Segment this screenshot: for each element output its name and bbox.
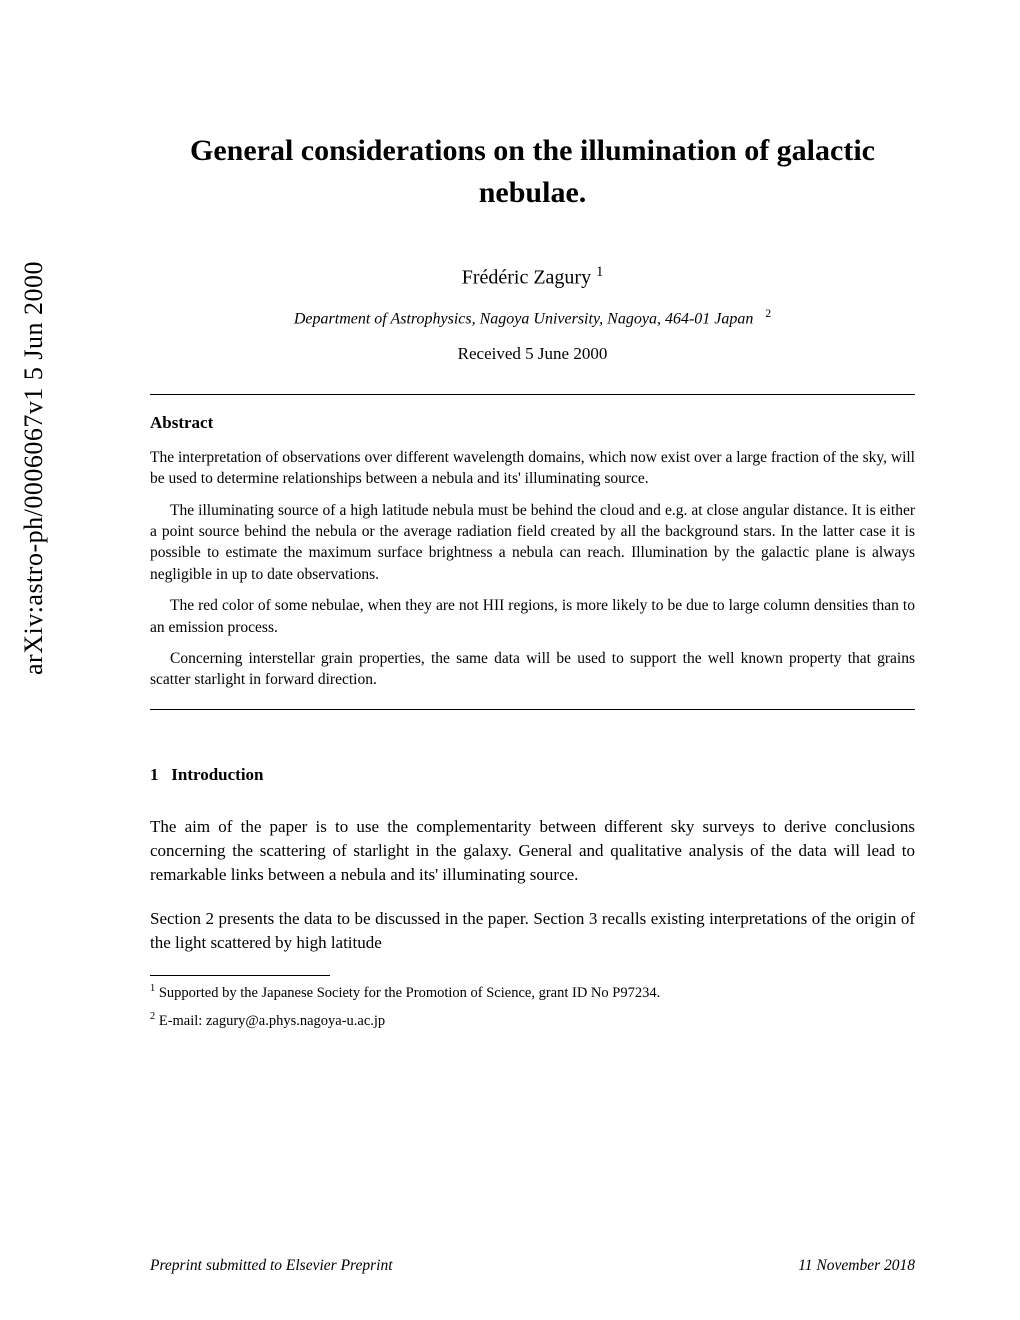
section-title: Introduction <box>171 765 263 784</box>
footnote-text: E-mail: zagury@a.phys.nagoya-u.ac.jp <box>159 1013 385 1029</box>
page-footer: Preprint submitted to Elsevier Preprint … <box>150 1257 915 1275</box>
abstract-rule-top <box>150 394 915 395</box>
footnote-text: Supported by the Japanese Society for th… <box>159 985 660 1001</box>
body-paragraph: Section 2 presents the data to be discus… <box>150 907 915 955</box>
footnote-number: 1 <box>150 983 155 994</box>
received-date: Received 5 June 2000 <box>150 344 915 364</box>
author-name-text: Frédéric Zagury <box>462 267 591 289</box>
section-number: 1 <box>150 765 159 784</box>
author-affiliation: Department of Astrophysics, Nagoya Unive… <box>150 308 915 328</box>
affiliation-text: Department of Astrophysics, Nagoya Unive… <box>294 310 754 327</box>
abstract-heading: Abstract <box>150 413 915 433</box>
footnote-number: 2 <box>150 1011 155 1022</box>
abstract-paragraph: The interpretation of observations over … <box>150 447 915 490</box>
abstract-paragraph: Concerning interstellar grain properties… <box>150 648 915 691</box>
abstract-paragraph: The red color of some nebulae, when they… <box>150 595 915 638</box>
footnote: 2 E-mail: zagury@a.phys.nagoya-u.ac.jp <box>150 1010 915 1031</box>
arxiv-identifier: arXiv:astro-ph/0006067v1 5 Jun 2000 <box>19 261 49 675</box>
abstract-rule-bottom <box>150 709 915 710</box>
author-name: Frédéric Zagury 1 <box>150 264 915 290</box>
paper-content: General considerations on the illuminati… <box>150 130 915 1031</box>
footnote: 1 Supported by the Japanese Society for … <box>150 982 915 1003</box>
affiliation-footnote-ref: 2 <box>765 308 771 320</box>
footnote-separator <box>150 975 330 976</box>
abstract-paragraph: The illuminating source of a high latitu… <box>150 500 915 586</box>
author-footnote-ref: 1 <box>596 264 603 280</box>
paper-title: General considerations on the illuminati… <box>150 130 915 214</box>
footer-left: Preprint submitted to Elsevier Preprint <box>150 1257 393 1275</box>
body-paragraph: The aim of the paper is to use the compl… <box>150 815 915 887</box>
footer-right: 11 November 2018 <box>798 1257 915 1275</box>
section-heading: 1 Introduction <box>150 765 915 785</box>
